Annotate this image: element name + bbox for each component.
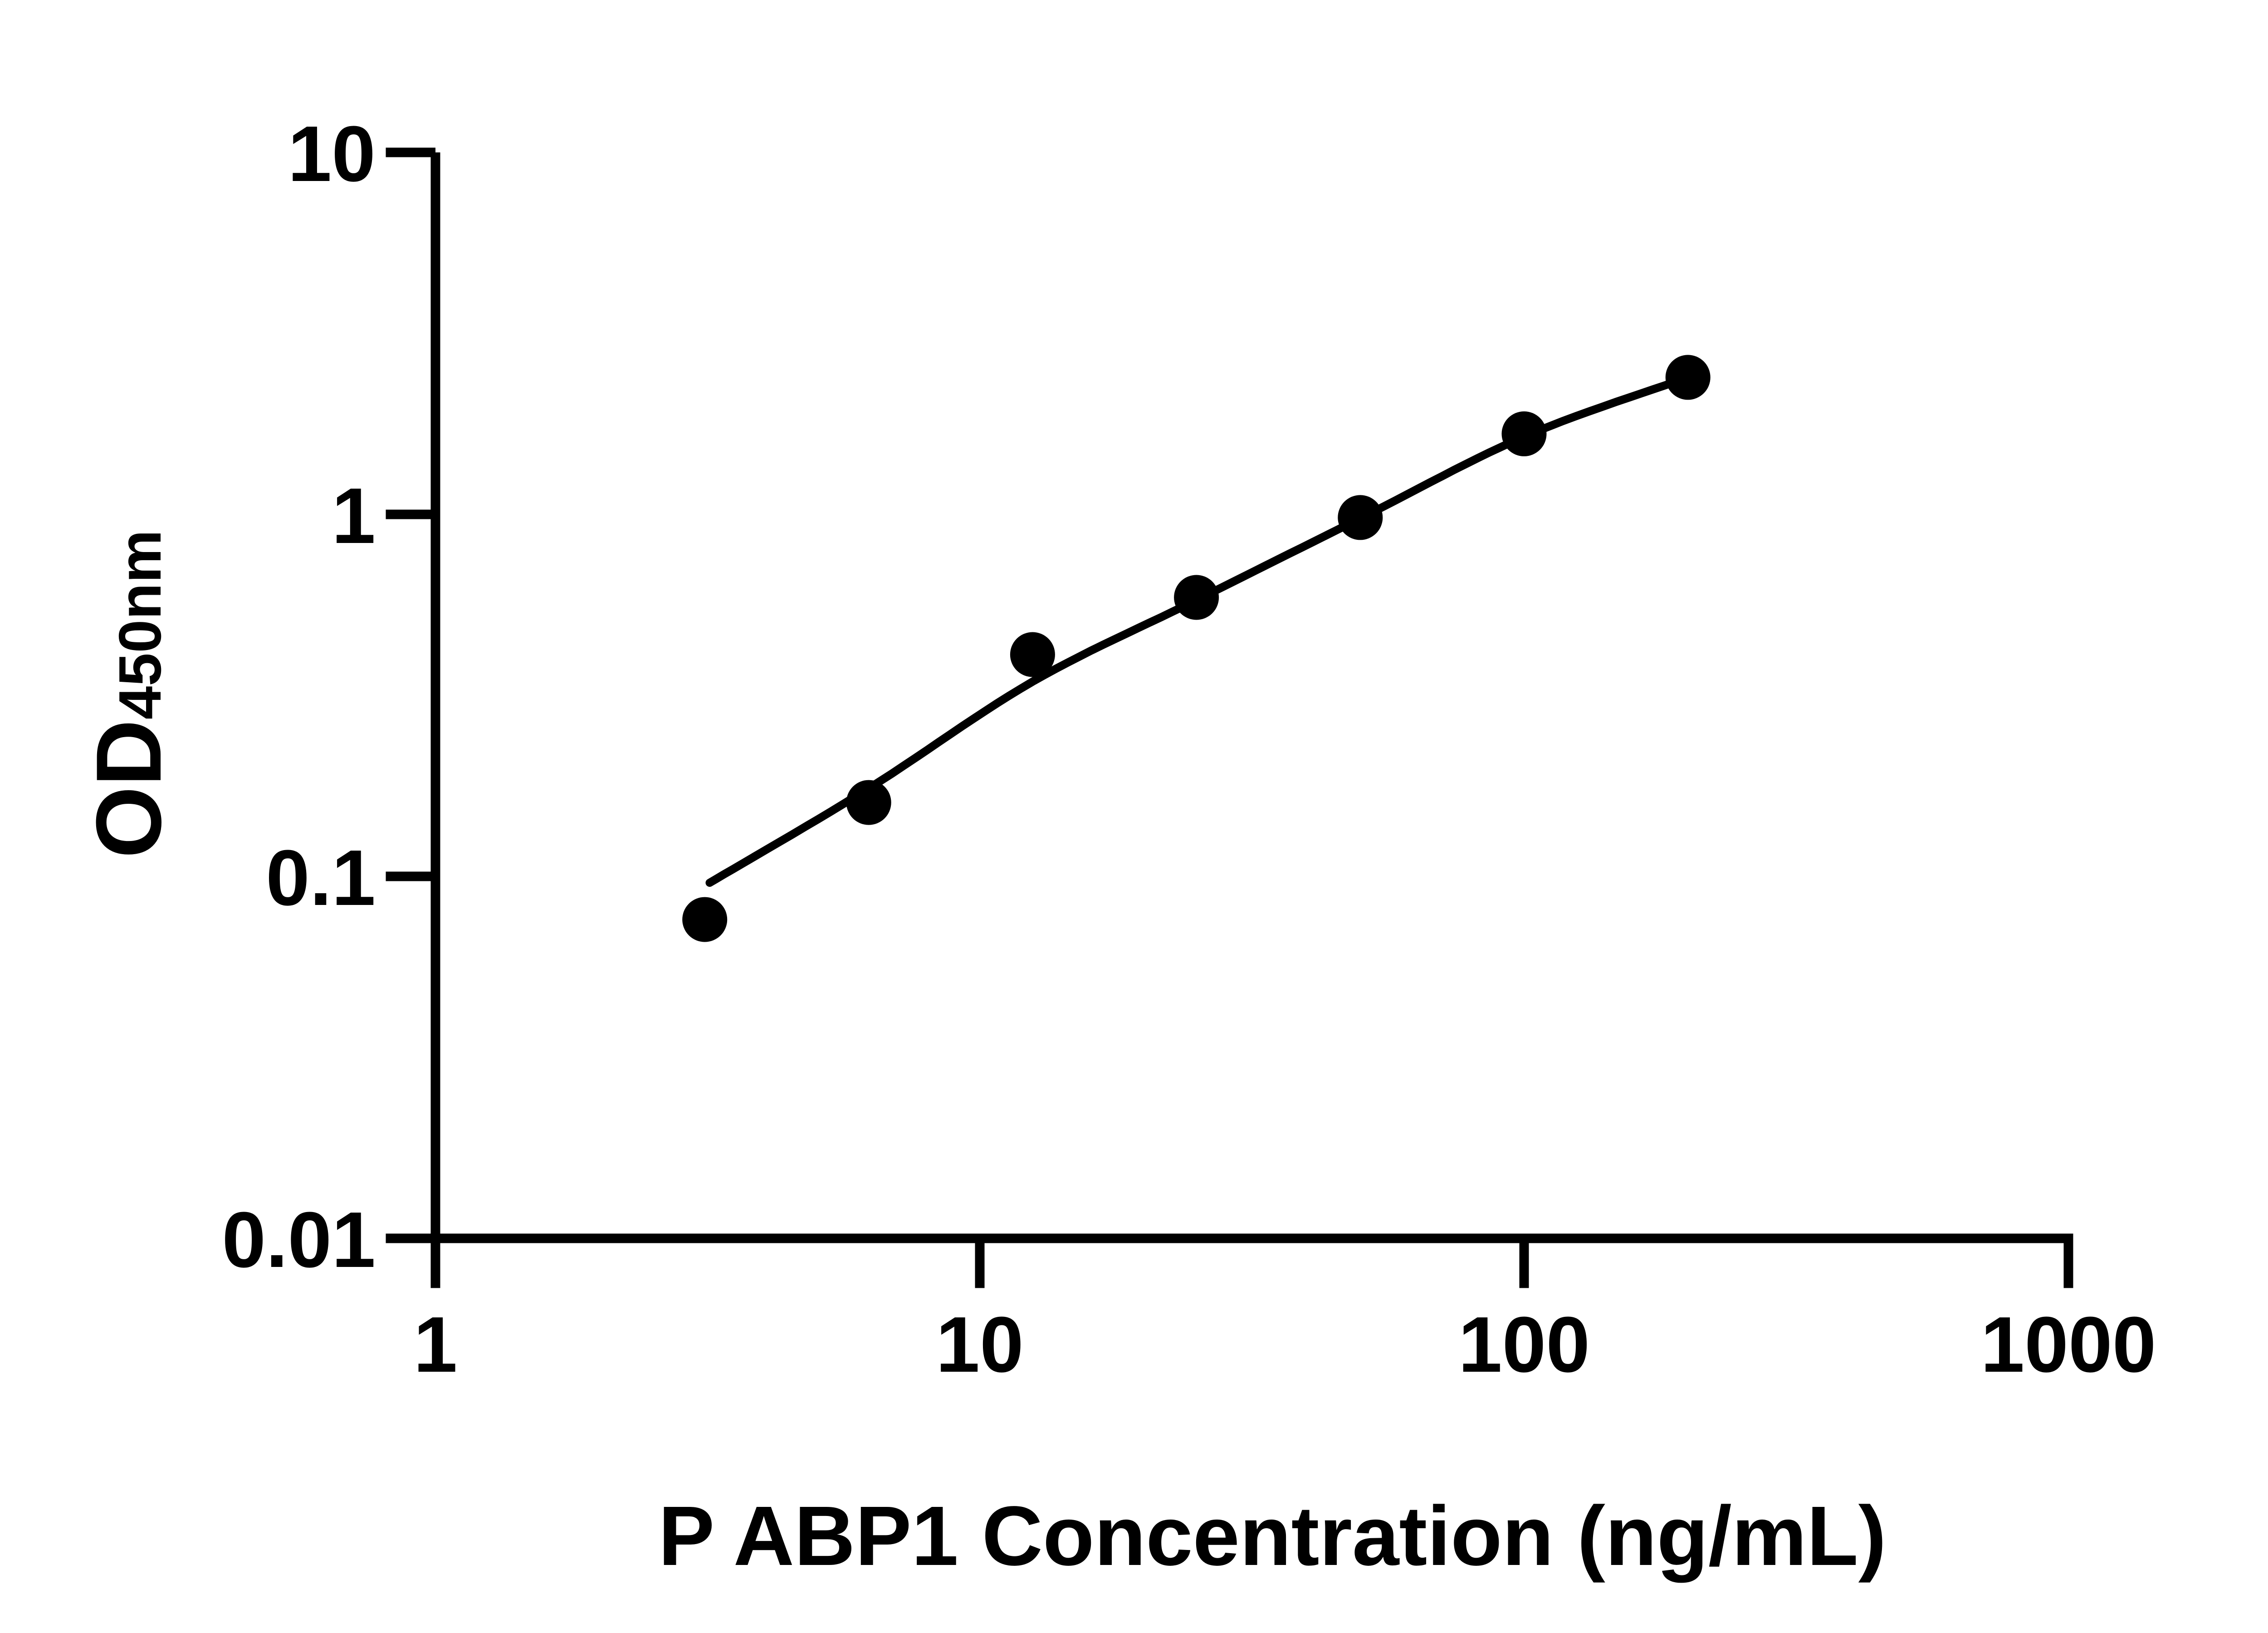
y-axis-title-sub: 450nm [107, 530, 173, 719]
y-tick-label: 10 [288, 109, 376, 198]
data-point [682, 897, 728, 942]
data-series [682, 355, 1711, 942]
x-tick-label: 1000 [1980, 1300, 2156, 1389]
y-axis-title: OD450nm [77, 530, 181, 858]
data-point [1338, 495, 1383, 540]
data-point [846, 780, 891, 825]
y-tick-label: 1 [332, 471, 376, 560]
x-tick-label: 1 [414, 1300, 458, 1389]
data-point [1501, 411, 1547, 456]
data-point [1665, 355, 1711, 400]
x-axis-title: P ABP1 Concentration (ng/mL) [658, 1489, 1886, 1583]
axis-ticks [386, 147, 2073, 1288]
data-point [1174, 575, 1219, 620]
axes [403, 152, 2073, 1243]
data-point [1010, 632, 1055, 677]
y-tick-label: 0.1 [266, 833, 376, 922]
x-tick-label: 10 [936, 1300, 1024, 1389]
tick-labels: 1 10 100 1000 0.01 0.1 1 10 [222, 109, 2156, 1389]
x-tick-label: 100 [1458, 1300, 1590, 1389]
y-axis-title-main: OD [77, 719, 181, 858]
y-tick-label: 0.01 [222, 1195, 376, 1284]
